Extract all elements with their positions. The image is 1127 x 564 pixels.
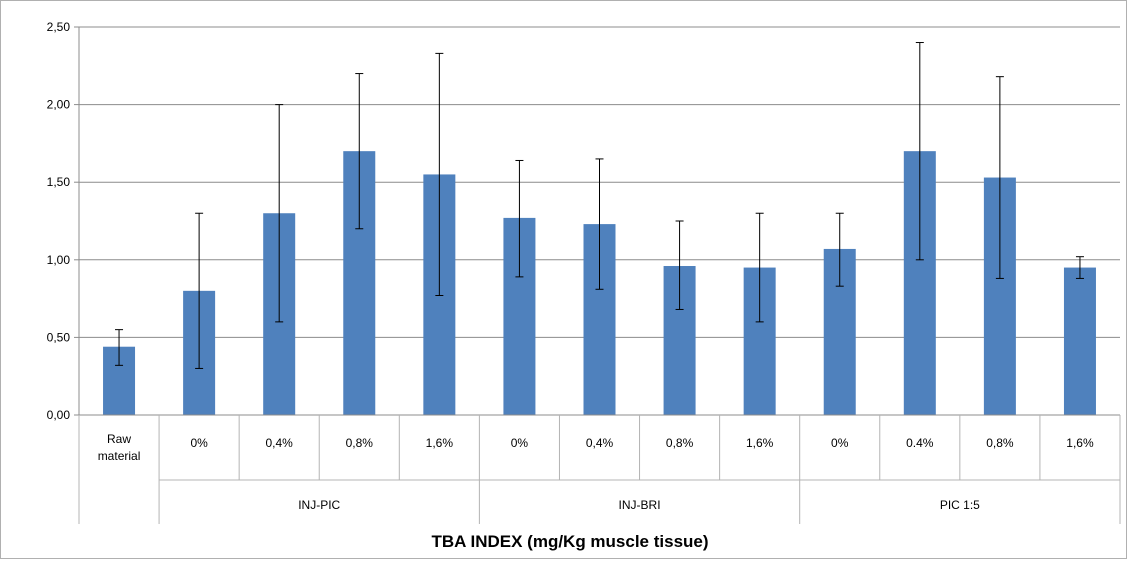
group-label: INJ-PIC — [298, 498, 340, 512]
category-label: 0% — [190, 436, 208, 450]
y-tick-label: 0,50 — [47, 330, 71, 344]
category-label: 0,8% — [346, 436, 374, 450]
category-label: Raw — [107, 432, 131, 446]
group-label: INJ-BRI — [619, 498, 661, 512]
category-label: 0% — [831, 436, 849, 450]
error-bars — [115, 42, 1084, 369]
y-tick-label: 1,50 — [47, 175, 71, 189]
category-label: 1,6% — [426, 436, 454, 450]
category-label: material — [98, 449, 141, 463]
group-labels: INJ-PIC INJ-BRI PIC 1:5 — [298, 498, 980, 512]
category-labels: Raw material 0% 0,4% 0,8% 1,6% 0% 0,4% 0,8% 1,6% 0… — [98, 432, 1094, 463]
bars — [103, 151, 1096, 415]
category-label: 1,6% — [746, 436, 774, 450]
y-tick-label: 2,00 — [47, 98, 71, 112]
group-label: PIC 1:5 — [940, 498, 980, 512]
bar — [1063, 267, 1096, 415]
category-label: 0,4% — [586, 436, 614, 450]
y-axis-tick-labels: 0,00 0,50 1,00 1,50 2,00 2,50 — [47, 20, 71, 422]
category-label: 0,8% — [986, 436, 1014, 450]
category-label: 0,8% — [666, 436, 694, 450]
category-label: 0.4% — [906, 436, 934, 450]
x-axis-title: TBA INDEX (mg/Kg muscle tissue) — [431, 532, 708, 551]
category-label: 0,4% — [266, 436, 294, 450]
category-label: 1,6% — [1066, 436, 1094, 450]
y-tick-label: 2,50 — [47, 20, 71, 34]
category-axis — [78, 27, 1121, 524]
y-tick-label: 0,00 — [47, 408, 71, 422]
y-tick-label: 1,00 — [47, 253, 71, 267]
category-label: 0% — [511, 436, 529, 450]
